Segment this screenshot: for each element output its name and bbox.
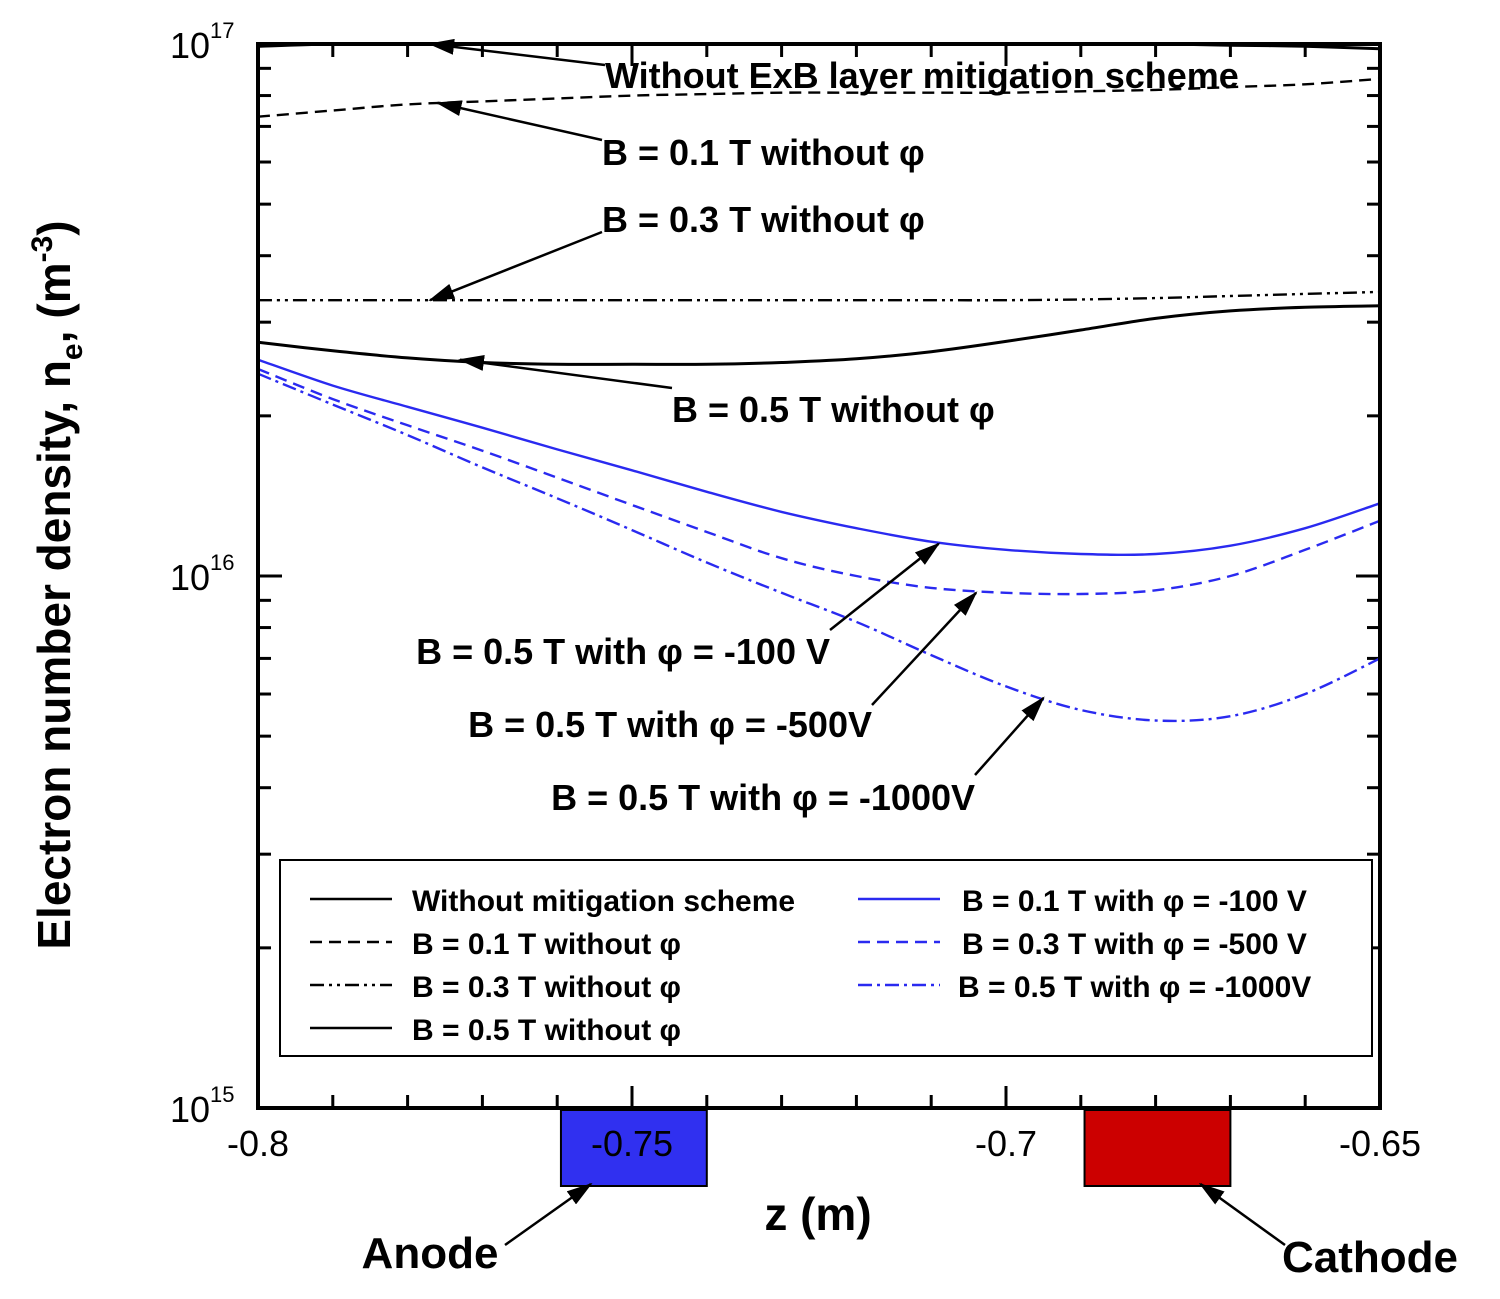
- y-tick-label-base: 10: [170, 1089, 210, 1130]
- y-axis-label-main: Electron number density, n: [28, 360, 80, 950]
- series-line-5: [257, 367, 1381, 596]
- annotation-arrow-2: [428, 230, 603, 302]
- series-line-6: [257, 372, 1381, 723]
- annotation-text-2: B = 0.3 T without φ: [602, 199, 925, 240]
- y-axis-label-comma: ,: [28, 331, 80, 344]
- y-axis-label-unit-exp: -3: [26, 236, 59, 263]
- plot-frame: [256, 42, 1382, 1110]
- legend-box: [279, 859, 1373, 1057]
- annotation-arrow-1: [435, 100, 603, 142]
- series-line-1: [257, 77, 1381, 118]
- legend-label-4: B = 0.1 T with φ = -100 V: [962, 885, 1307, 918]
- legend-label-1: B = 0.1 T without φ: [412, 928, 681, 961]
- x-axis-label: z (m): [764, 1188, 871, 1240]
- series-line-2: [258, 290, 1381, 302]
- legend-label-5: B = 0.3 T with φ = -500 V: [962, 928, 1307, 961]
- annotation-text-6: B = 0.5 T with φ = -1000V: [551, 777, 975, 818]
- legend-label-0: Without mitigation scheme: [412, 885, 795, 918]
- annotation-arrow-0: [428, 38, 606, 67]
- annotation-arrow-6: [974, 696, 1045, 776]
- annotation-text-0: Without ExB layer mitigation scheme: [605, 55, 1239, 96]
- annotation-text-3: B = 0.5 T without φ: [672, 389, 995, 430]
- electrode-block-1: [1083, 1109, 1232, 1187]
- y-tick-label-base: 10: [170, 557, 210, 598]
- annotation-arrow-4: [829, 542, 941, 631]
- electrode-arrow-0: [504, 1182, 593, 1247]
- electrode-arrow-1: [1198, 1182, 1286, 1247]
- electrode-label-0: Anode: [362, 1229, 499, 1278]
- y-tick-label-exp: 16: [210, 550, 234, 575]
- annotation-text-4: B = 0.5 T with φ = -100 V: [416, 631, 830, 672]
- y-tick-label: 1017: [170, 18, 235, 66]
- electrode-label-1: Cathode: [1282, 1233, 1458, 1282]
- y-axis-label-unit-close: ): [28, 220, 80, 235]
- y-tick-label-exp: 17: [210, 18, 234, 43]
- annotation-arrow-3: [457, 354, 673, 390]
- annotation-text-1: B = 0.1 T without φ: [602, 132, 925, 173]
- series-line-4: [257, 358, 1381, 557]
- electrodes: Anode Cathode: [362, 1109, 1458, 1282]
- y-axis-label: Electron number density, ne, (m-3): [26, 220, 89, 949]
- legend-label-3: B = 0.5 T without φ: [412, 1014, 681, 1047]
- x-tick-label: -0.75: [591, 1123, 673, 1164]
- legend-label-2: B = 0.3 T without φ: [412, 971, 681, 1004]
- x-tick-label: -0.65: [1339, 1123, 1421, 1164]
- y-tick-label-exp: 15: [210, 1082, 234, 1107]
- y-tick-label: 1015: [170, 1082, 235, 1130]
- legend: Without mitigation scheme B = 0.1 T witho…: [279, 859, 1373, 1057]
- annotation-text-5: B = 0.5 T with φ = -500V: [468, 704, 872, 745]
- y-axis-label-unit-open: (m: [28, 262, 80, 318]
- y-tick-label: 1016: [170, 550, 235, 598]
- annotations: Without ExB layer mitigation scheme B = 0…: [416, 38, 1239, 818]
- y-tick-label-base: 10: [170, 25, 210, 66]
- y-axis-label-sub: e: [56, 343, 89, 360]
- legend-label-6: B = 0.5 T with φ = -1000V: [958, 971, 1311, 1004]
- electrode-block-0: [559, 1109, 708, 1187]
- series-line-3: [257, 304, 1381, 366]
- x-tick-label: -0.7: [975, 1123, 1037, 1164]
- annotation-arrow-5: [871, 591, 978, 706]
- x-tick-label: -0.8: [227, 1123, 289, 1164]
